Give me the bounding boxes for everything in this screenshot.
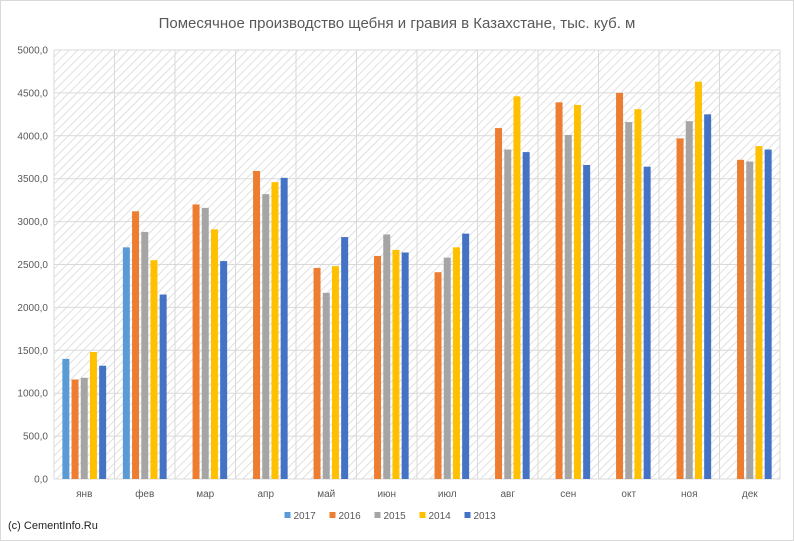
bar-2015-окт	[625, 122, 633, 480]
bar-2017-фев	[122, 247, 130, 479]
y-tick-label: 0,0	[34, 475, 48, 486]
bar-2014-сен	[573, 104, 581, 480]
bar-2015-авг	[504, 149, 512, 479]
bar-2016-окт	[616, 92, 624, 480]
x-tick-label: окт	[621, 489, 636, 500]
bar-2014-ноя	[694, 81, 702, 479]
bar-2013-июн	[401, 252, 409, 479]
gridlines	[53, 49, 781, 480]
bar-2015-апр	[262, 194, 270, 480]
x-tick-label: фев	[135, 488, 154, 500]
bar-2014-мар	[210, 229, 218, 479]
legend: 2017 2016 2015 2014 2013	[284, 511, 497, 522]
bar-2013-мар	[220, 261, 228, 479]
chart-title: Помесячное производство щебня и гравия в…	[159, 15, 636, 32]
bar-2014-июн	[392, 249, 400, 479]
x-axis-ticks: янв фев мар апр май июн июл авг сен окт ноя дек	[76, 488, 758, 500]
bar-2015-дек	[746, 161, 754, 480]
bar-2013-июл	[462, 233, 470, 479]
legend-swatch-2013	[464, 512, 471, 518]
bar-2013-янв	[99, 365, 107, 479]
bar-2016-авг	[495, 128, 503, 479]
bar-2013-окт	[643, 166, 651, 480]
bar-2016-ноя	[676, 138, 684, 479]
legend-swatch-2015	[374, 512, 381, 518]
bars	[62, 81, 772, 480]
legend-label-2015: 2015	[384, 511, 407, 522]
y-tick-label: 2000,0	[17, 303, 48, 314]
bar-2015-янв	[80, 377, 88, 479]
x-tick-label: сен	[560, 489, 576, 500]
legend-label-2016: 2016	[339, 511, 362, 522]
bar-2013-сен	[583, 164, 591, 480]
bar-2014-янв	[89, 352, 97, 479]
bar-2014-фев	[150, 260, 158, 479]
x-tick-label: янв	[76, 489, 92, 500]
y-tick-label: 1000,0	[17, 389, 48, 400]
y-tick-label: 3500,0	[17, 174, 48, 185]
y-axis-ticks: 0,0 500,0 1000,0 1500,0 2000,0 2500,0 3000,0 35…	[17, 46, 48, 486]
y-tick-label: 4500,0	[17, 88, 48, 99]
legend-label-2014: 2014	[429, 511, 452, 522]
bar-2016-июн	[374, 255, 382, 479]
bar-2015-июн	[383, 234, 391, 479]
y-tick-label: 500,0	[23, 432, 48, 443]
bar-2013-ноя	[704, 114, 712, 479]
x-tick-label: мар	[196, 489, 214, 500]
x-tick-label: апр	[257, 489, 274, 500]
bar-2014-окт	[634, 109, 642, 480]
bar-2013-авг	[522, 152, 530, 480]
bar-2014-дек	[755, 146, 763, 479]
bar-2015-ноя	[685, 121, 693, 480]
bar-2014-июл	[452, 247, 460, 479]
bar-2014-май	[331, 266, 339, 479]
bar-2016-дек	[737, 159, 745, 479]
bar-2013-май	[341, 237, 349, 479]
legend-swatch-2017	[284, 512, 291, 518]
bar-2015-июл	[443, 257, 451, 479]
legend-label-2017: 2017	[294, 511, 317, 522]
bar-2013-апр	[280, 177, 288, 480]
bar-2013-дек	[764, 149, 772, 479]
x-tick-label: авг	[500, 489, 515, 500]
credit-text: (c) CementInfo.Ru	[8, 520, 98, 532]
bar-2016-янв	[71, 379, 79, 479]
x-tick-label: июл	[438, 489, 457, 500]
bar-2014-апр	[271, 182, 279, 479]
bar-2016-май	[313, 267, 321, 479]
bar-2016-фев	[132, 211, 140, 479]
x-tick-label: ноя	[681, 489, 698, 500]
legend-swatch-2016	[329, 512, 336, 518]
bar-2015-сен	[564, 134, 572, 479]
legend-swatch-2014	[419, 512, 426, 518]
bar-2016-сен	[555, 102, 563, 479]
bar-2015-фев	[141, 231, 149, 479]
y-tick-label: 1500,0	[17, 346, 48, 357]
legend-label-2013: 2013	[474, 511, 497, 522]
bar-2016-мар	[192, 204, 200, 479]
bar-2013-фев	[159, 294, 167, 479]
bar-2015-мар	[201, 207, 209, 479]
bar-2017-янв	[62, 358, 70, 479]
y-tick-label: 2500,0	[17, 260, 48, 271]
bar-2016-апр	[253, 170, 261, 479]
x-tick-label: май	[317, 489, 335, 500]
y-tick-label: 3000,0	[17, 217, 48, 228]
x-tick-label: июн	[377, 489, 396, 500]
y-tick-label: 5000,0	[17, 46, 48, 57]
x-tick-label: дек	[742, 489, 758, 500]
bar-2015-май	[322, 292, 330, 479]
bar-2014-авг	[513, 96, 521, 479]
bar-2016-июл	[434, 272, 442, 479]
y-tick-label: 4000,0	[17, 131, 48, 142]
